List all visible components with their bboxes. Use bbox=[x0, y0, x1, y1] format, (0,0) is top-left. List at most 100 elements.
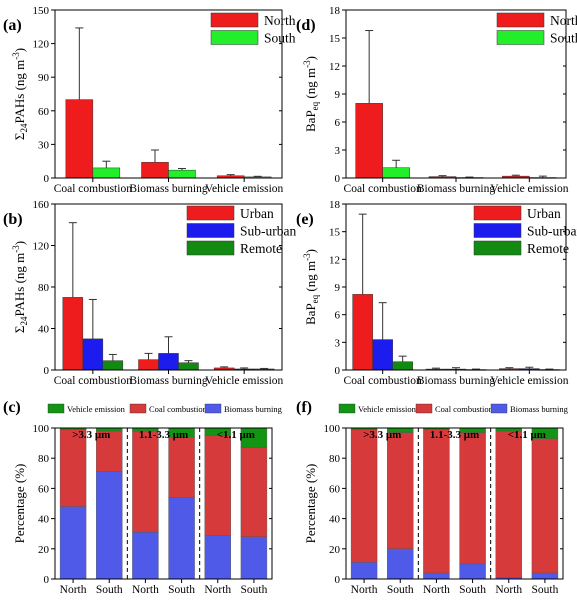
stacked-bar-segment bbox=[168, 436, 195, 498]
x-tick-label: Vehicle emission bbox=[205, 183, 283, 195]
panel-label: (d) bbox=[296, 17, 316, 34]
legend-label: North bbox=[550, 13, 577, 28]
bar bbox=[138, 359, 159, 371]
y-tick-label: 80 bbox=[38, 282, 50, 294]
chart-panel-f: (f) 0 20 40 60 80 100 Percentage (%) North South N… bbox=[296, 399, 569, 596]
legend-swatch bbox=[415, 403, 433, 414]
chart-panel-b: (b) 0 40 80 120 160 Σ24PAHs (ng m-3) Coal combu… bbox=[3, 199, 296, 387]
y-tick-label: 100 bbox=[324, 423, 341, 435]
x-tick-label: Coal combustion bbox=[344, 375, 423, 387]
stacked-bar-segment bbox=[531, 572, 559, 580]
legend-swatch bbox=[210, 30, 259, 45]
bar bbox=[92, 167, 121, 179]
stacked-bar-segment bbox=[459, 432, 486, 565]
panel-label: (e) bbox=[296, 211, 314, 228]
chart-panel-c: (c) 0 20 40 60 80 100 Percentage (%) North South N… bbox=[3, 399, 283, 596]
y-tick-label: 0 bbox=[335, 574, 341, 586]
y-tick-label: 12 bbox=[329, 61, 340, 73]
y-axis-label-sup: -3 bbox=[302, 60, 312, 68]
y-tick-label: 0 bbox=[335, 365, 341, 377]
y-tick-label: 3 bbox=[335, 145, 341, 157]
size-group-label: 1.1-3.3 μm bbox=[430, 429, 479, 441]
y-tick-label: 80 bbox=[38, 453, 50, 465]
y-tick-label: 150 bbox=[33, 5, 50, 17]
y-axis-label: BaPeq (ng m-3) bbox=[302, 249, 320, 325]
stacked-bar-segment bbox=[59, 429, 87, 507]
y-tick-label: 160 bbox=[33, 199, 50, 211]
legend-swatch bbox=[496, 12, 545, 28]
x-tick-label: Vehicle emission bbox=[490, 375, 568, 387]
panel-label: (c) bbox=[3, 399, 21, 416]
plot-frame bbox=[345, 9, 567, 179]
plot-frame bbox=[345, 427, 564, 580]
y-axis-label-text: Percentage (%) bbox=[12, 464, 27, 544]
y-axis-label-base: PAHs bbox=[12, 94, 27, 124]
y-tick-label: 60 bbox=[38, 106, 50, 118]
y-tick-label: 12 bbox=[329, 254, 340, 266]
y-axis-label-sup: -3 bbox=[11, 245, 21, 253]
sum-symbol: Σ bbox=[12, 326, 27, 334]
legend-label: South bbox=[264, 31, 296, 46]
legend-label: Remote bbox=[240, 241, 282, 256]
y-axis-label: Percentage (%) bbox=[12, 464, 27, 544]
size-group-label: <1.1 μm bbox=[508, 429, 546, 441]
x-tick-label: South bbox=[531, 584, 558, 596]
y-tick-label: 6 bbox=[335, 117, 341, 129]
bar bbox=[352, 294, 373, 371]
y-axis-label-sup: -3 bbox=[302, 253, 312, 261]
y-tick-label: 100 bbox=[33, 423, 50, 435]
x-tick-label: North bbox=[132, 584, 159, 596]
stacked-bar-segment bbox=[204, 535, 231, 580]
y-tick-label: 18 bbox=[329, 5, 341, 17]
y-axis-label-base: PAHs bbox=[12, 287, 27, 317]
y-axis-label-sub: 24 bbox=[19, 316, 29, 326]
x-tick-label: South bbox=[240, 584, 267, 596]
y-tick-label: 6 bbox=[335, 310, 341, 322]
y-axis-label-base: BaP bbox=[303, 303, 318, 325]
chart-panel-d: (d) 0 3 6 9 12 15 18 BaPeq (ng m-3) Coal combusti… bbox=[296, 5, 577, 195]
stacked-bar-segment bbox=[459, 563, 486, 580]
y-axis-label: BaPeq (ng m-3) bbox=[302, 56, 320, 132]
bar bbox=[168, 169, 196, 179]
stacked-bar-segment bbox=[96, 471, 123, 580]
y-axis-label-sub: 24 bbox=[19, 123, 29, 133]
y-tick-label: 30 bbox=[38, 139, 50, 151]
chart-panel-a: (a) 0 30 60 90 120 150 Σ24PAHs (ng m-3) Coal com… bbox=[3, 5, 296, 195]
stacked-bar-segment bbox=[350, 429, 378, 563]
x-tick-label: North bbox=[423, 584, 450, 596]
y-axis-label-close: ) bbox=[12, 241, 27, 245]
y-axis-label-close: ) bbox=[12, 48, 27, 52]
plot-frame bbox=[54, 427, 273, 580]
y-axis-label-unit: (ng m bbox=[12, 253, 27, 287]
y-tick-label: 20 bbox=[329, 544, 341, 556]
legend-label: Biomass burning bbox=[224, 404, 283, 414]
legend-label: Coal combustion bbox=[149, 404, 208, 414]
y-tick-label: 0 bbox=[44, 173, 50, 185]
bar bbox=[382, 167, 410, 179]
x-tick-label: Vehicle emission bbox=[490, 183, 568, 195]
panel-label: (a) bbox=[3, 17, 22, 34]
y-axis-label-close: ) bbox=[303, 249, 318, 253]
legend-swatch bbox=[47, 403, 65, 414]
stacked-bar-segment bbox=[423, 429, 450, 574]
bar bbox=[141, 162, 169, 179]
y-axis-label: Σ24PAHs (ng m-3) bbox=[11, 241, 29, 333]
stacked-bar-segment bbox=[495, 430, 522, 578]
y-tick-label: 60 bbox=[329, 483, 341, 495]
stacked-bar-segment bbox=[168, 497, 195, 580]
bar bbox=[178, 362, 199, 371]
stacked-bar-segment bbox=[423, 572, 450, 580]
y-axis-label-close: ) bbox=[303, 56, 318, 60]
x-tick-label: North bbox=[204, 584, 231, 596]
legend-swatch bbox=[186, 240, 235, 256]
legend-swatch bbox=[338, 403, 356, 414]
x-tick-label: South bbox=[96, 584, 123, 596]
y-axis-label-unit: (ng m bbox=[303, 261, 318, 295]
legend-swatch bbox=[490, 403, 508, 414]
stacked-bar-segment bbox=[531, 438, 559, 574]
legend-label: South bbox=[550, 31, 577, 46]
stacked-bar-segment bbox=[132, 430, 159, 533]
stacked-bar-segment bbox=[204, 435, 231, 536]
legend-swatch bbox=[496, 30, 545, 45]
